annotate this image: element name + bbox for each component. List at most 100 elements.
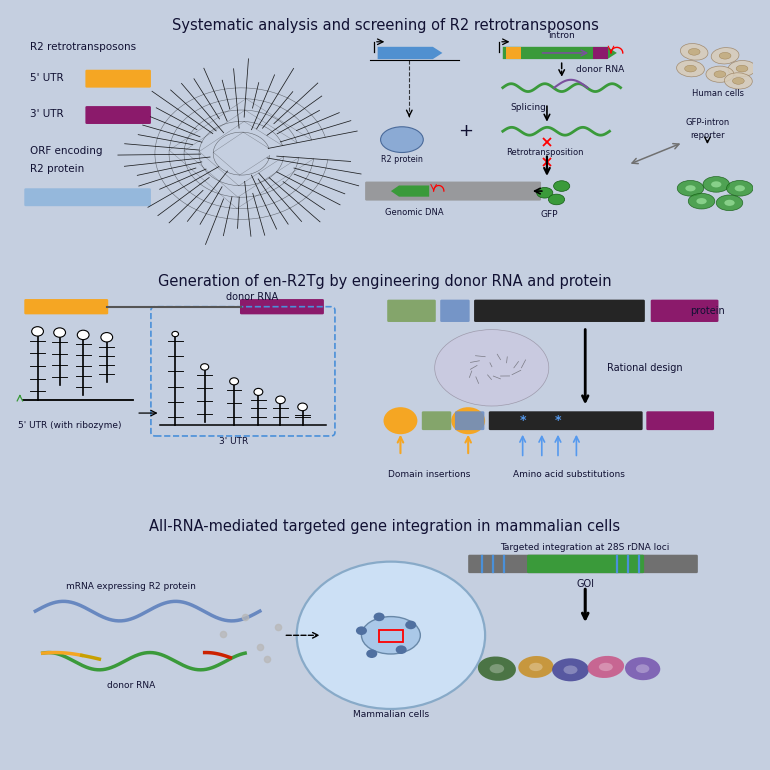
Ellipse shape [435,330,549,406]
FancyArrow shape [391,186,429,196]
Circle shape [296,561,485,709]
Ellipse shape [529,663,543,671]
Circle shape [367,649,377,658]
FancyBboxPatch shape [651,300,718,322]
Ellipse shape [380,127,424,152]
FancyBboxPatch shape [489,411,643,430]
Ellipse shape [678,180,704,196]
Circle shape [396,645,407,654]
Ellipse shape [735,186,745,192]
Ellipse shape [714,71,726,78]
Ellipse shape [518,656,554,678]
Text: 5' UTR: 5' UTR [30,73,64,83]
Text: Splicing: Splicing [511,103,546,112]
FancyBboxPatch shape [507,47,521,59]
Text: R2 protein: R2 protein [30,164,85,174]
Circle shape [276,396,285,403]
FancyBboxPatch shape [365,182,541,200]
Circle shape [229,378,239,385]
Ellipse shape [361,617,420,654]
Ellipse shape [625,657,661,680]
FancyArrow shape [503,47,617,59]
Text: donor RNA: donor RNA [577,65,624,74]
Ellipse shape [677,60,705,77]
Ellipse shape [711,181,721,187]
Ellipse shape [732,78,745,84]
Circle shape [451,407,485,434]
Ellipse shape [636,665,649,673]
Ellipse shape [703,176,729,192]
Ellipse shape [554,181,570,192]
FancyBboxPatch shape [468,554,698,573]
Circle shape [201,363,209,370]
Ellipse shape [736,65,748,72]
Ellipse shape [696,198,707,204]
Text: All-RNA-mediated targeted gene integration in mammalian cells: All-RNA-mediated targeted gene integrati… [149,519,621,534]
Circle shape [54,328,65,337]
Text: Generation of en-R2Tg by engineering donor RNA and protein: Generation of en-R2Tg by engineering don… [158,274,612,290]
Circle shape [101,333,112,342]
Text: Domain insertions: Domain insertions [388,470,470,479]
Text: Rational design: Rational design [608,363,683,373]
Ellipse shape [706,66,734,82]
FancyBboxPatch shape [594,47,608,59]
FancyBboxPatch shape [646,411,714,430]
Ellipse shape [685,186,695,192]
Text: R2 protein: R2 protein [381,155,423,164]
Text: *: * [520,414,526,427]
Ellipse shape [490,664,504,673]
Text: donor RNA: donor RNA [226,293,278,303]
FancyBboxPatch shape [387,300,436,322]
FancyBboxPatch shape [455,411,484,430]
Text: mRNA expressing R2 protein: mRNA expressing R2 protein [66,582,196,591]
Text: reporter: reporter [690,131,725,140]
Ellipse shape [685,65,696,72]
Text: Mammalian cells: Mammalian cells [353,710,429,719]
Text: 5' UTR (with ribozyme): 5' UTR (with ribozyme) [18,420,122,430]
Circle shape [298,403,307,410]
FancyArrow shape [377,47,443,59]
Circle shape [383,407,417,434]
Ellipse shape [548,194,564,205]
FancyBboxPatch shape [422,411,451,430]
Text: Amino acid substitutions: Amino acid substitutions [513,470,625,479]
Ellipse shape [727,180,753,196]
Circle shape [405,621,417,629]
FancyBboxPatch shape [440,300,470,322]
Circle shape [254,388,263,396]
FancyBboxPatch shape [85,106,151,124]
Circle shape [373,613,385,621]
Ellipse shape [588,656,624,678]
Ellipse shape [725,73,752,89]
Ellipse shape [725,199,735,206]
Text: ORF encoding: ORF encoding [30,146,102,156]
FancyBboxPatch shape [240,299,324,314]
Ellipse shape [688,49,700,55]
FancyBboxPatch shape [527,554,644,573]
Ellipse shape [716,195,743,211]
Text: intron: intron [548,31,575,39]
Text: GFP-intron: GFP-intron [685,119,729,127]
Ellipse shape [478,657,516,681]
Text: R2 retrotransposons: R2 retrotransposons [30,42,136,52]
Circle shape [77,330,89,340]
Ellipse shape [719,52,731,59]
Ellipse shape [552,658,589,681]
Text: Systematic analysis and screening of R2 retrotransposons: Systematic analysis and screening of R2 … [172,18,598,33]
Circle shape [172,331,179,336]
FancyBboxPatch shape [25,299,109,314]
Text: 3' UTR: 3' UTR [30,109,64,119]
Text: GFP: GFP [541,209,558,219]
Text: *: * [554,414,561,427]
FancyBboxPatch shape [85,70,151,88]
Ellipse shape [537,187,553,198]
Text: donor RNA: donor RNA [107,681,156,691]
Text: Targeted integration at 28S rDNA loci: Targeted integration at 28S rDNA loci [500,544,670,552]
Ellipse shape [688,193,715,209]
Circle shape [32,326,43,336]
Circle shape [356,626,367,635]
Ellipse shape [599,663,613,671]
Text: +: + [458,122,474,140]
Ellipse shape [728,61,756,77]
Text: Retrotransposition: Retrotransposition [507,148,584,157]
